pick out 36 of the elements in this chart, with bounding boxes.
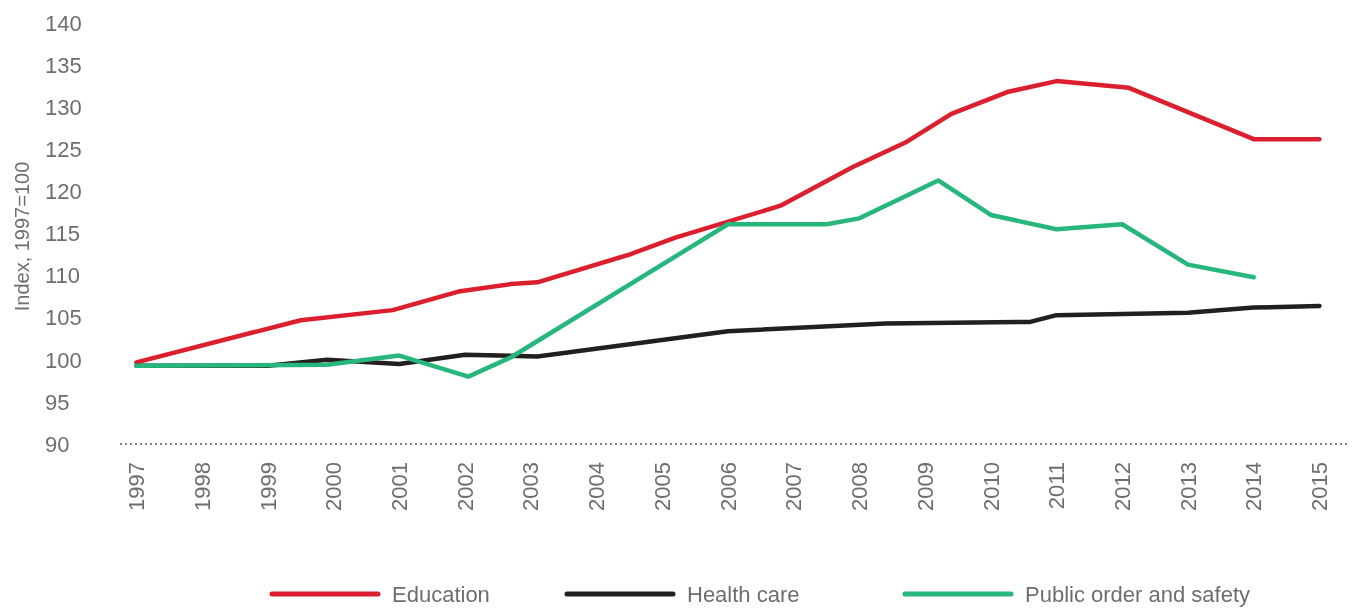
x-tick-label: 1998	[189, 462, 215, 511]
legend-label: Health care	[687, 581, 800, 607]
x-tick-label: 2004	[584, 462, 610, 511]
x-tick-label: 2001	[387, 462, 413, 511]
x-tick-label: 2014	[1241, 462, 1267, 511]
y-tick-label: 95	[45, 389, 70, 415]
y-tick-label: 105	[45, 305, 82, 331]
legend-label: Public order and safety	[1025, 581, 1251, 607]
y-tick-label: 100	[45, 347, 82, 373]
x-tick-label: 1999	[255, 462, 281, 511]
x-tick-label: 2013	[1175, 462, 1201, 511]
y-axis-title: Index, 1997=100	[11, 161, 33, 312]
x-tick-label: 2006	[715, 462, 741, 511]
legend-label: Education	[392, 581, 490, 607]
x-tick-label: 2008	[847, 462, 873, 511]
y-tick-label: 135	[45, 52, 82, 78]
x-tick-label: 2009	[912, 462, 938, 511]
line-series	[134, 78, 1322, 365]
y-tick-label: 90	[45, 431, 70, 457]
x-tick-label: 2003	[518, 462, 544, 511]
y-tick-label: 115	[45, 221, 81, 247]
x-tick-label: 2012	[1109, 462, 1135, 511]
x-tick-label: 2002	[452, 462, 478, 511]
x-tick-label: 2005	[649, 462, 675, 511]
y-tick-label: 130	[45, 94, 82, 120]
line-series	[134, 178, 1256, 379]
y-tick-label: 125	[45, 137, 82, 162]
y-tick-label: 140	[45, 10, 82, 36]
y-tick-label: 110	[45, 263, 81, 289]
x-tick-label: 2011	[1044, 462, 1070, 510]
x-tick-label: 1997	[124, 462, 150, 511]
x-tick-label: 2015	[1307, 462, 1333, 511]
x-tick-label: 2000	[321, 462, 347, 511]
x-tick-label: 2010	[978, 462, 1004, 511]
y-tick-label: 120	[45, 179, 82, 205]
x-tick-label: 2007	[781, 462, 807, 511]
